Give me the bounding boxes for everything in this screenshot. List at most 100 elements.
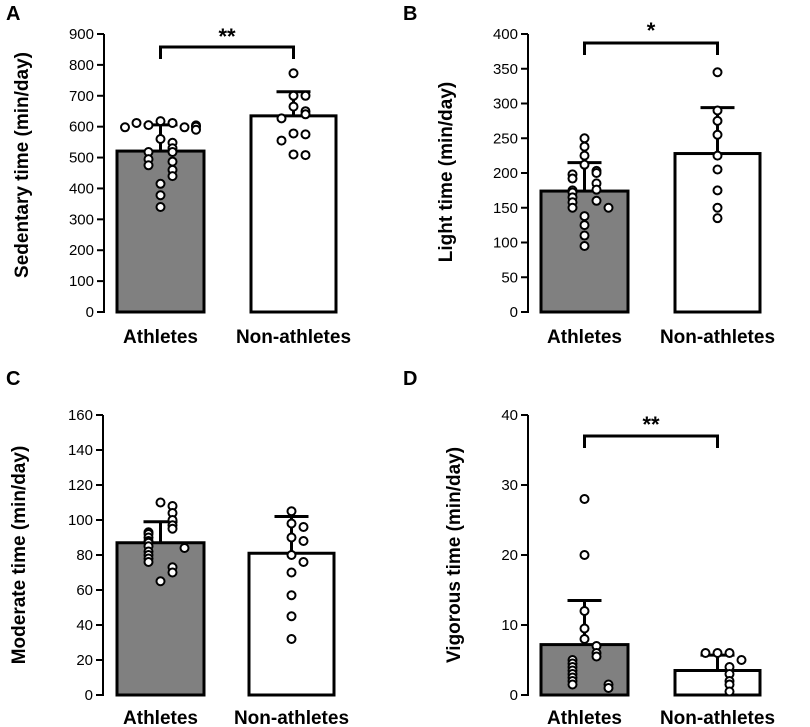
panel-a-letter: A bbox=[6, 3, 20, 25]
y-tick-label: 20 bbox=[501, 547, 518, 564]
data-point bbox=[167, 146, 178, 157]
y-tick-label: 200 bbox=[69, 242, 94, 259]
bar-non-athletes bbox=[249, 114, 338, 314]
panel-c-letter: C bbox=[6, 368, 20, 390]
data-point bbox=[712, 164, 723, 175]
data-point bbox=[167, 523, 178, 534]
data-point bbox=[579, 634, 590, 644]
y-tick-label: 300 bbox=[493, 96, 518, 113]
data-point bbox=[155, 134, 166, 145]
y-tick-label: 10 bbox=[501, 617, 518, 634]
significance-label: ** bbox=[642, 412, 660, 437]
bar-athletes bbox=[539, 189, 630, 314]
y-tick-label: 120 bbox=[68, 477, 93, 494]
data-point bbox=[579, 230, 590, 241]
data-point bbox=[603, 683, 614, 693]
data-point bbox=[712, 115, 723, 126]
data-point bbox=[288, 128, 299, 139]
data-point bbox=[288, 149, 299, 160]
significance-label: ** bbox=[218, 24, 236, 49]
y-tick-label: 0 bbox=[85, 687, 93, 704]
panel-a: A Sedentary time (min/day) 0 100 200 300 400… bbox=[6, 3, 351, 348]
data-point bbox=[288, 68, 299, 79]
category-label-non-athletes: Non-athletes bbox=[660, 327, 775, 348]
data-point bbox=[300, 90, 311, 101]
data-point bbox=[579, 550, 590, 560]
data-point bbox=[712, 67, 723, 78]
data-point bbox=[579, 159, 590, 170]
panel-d: D Vigorous time (min/day) 0 10 20 30 40 Athle… bbox=[403, 368, 775, 727]
data-point bbox=[567, 173, 578, 184]
data-point bbox=[167, 156, 178, 167]
significance-bracket bbox=[583, 41, 719, 55]
data-point bbox=[298, 522, 309, 532]
data-point bbox=[579, 240, 590, 251]
significance-bracket bbox=[583, 434, 719, 448]
data-point bbox=[167, 117, 178, 128]
bar-athletes bbox=[115, 149, 206, 314]
y-tick-label: 40 bbox=[76, 617, 93, 634]
panel-b-letter: B bbox=[403, 3, 417, 25]
data-point bbox=[143, 160, 154, 171]
data-point bbox=[155, 497, 166, 508]
data-point bbox=[712, 202, 723, 213]
panel-c-ylabel: Moderate time (min/day) bbox=[9, 446, 30, 665]
data-point bbox=[143, 557, 154, 567]
panel-d-ylabel: Vigorous time (min/day) bbox=[444, 447, 465, 663]
data-point bbox=[300, 109, 311, 120]
data-point bbox=[300, 129, 311, 140]
data-point bbox=[120, 122, 130, 133]
data-point bbox=[191, 124, 201, 135]
data-point bbox=[567, 202, 578, 213]
data-point bbox=[579, 211, 590, 222]
data-point bbox=[712, 213, 723, 224]
data-point bbox=[276, 135, 287, 146]
y-tick-label: 600 bbox=[69, 119, 94, 136]
y-tick-label: 100 bbox=[68, 512, 93, 529]
data-point bbox=[579, 220, 590, 231]
data-point bbox=[288, 101, 299, 112]
panel-b: B Light time (min/day) 0 50 100 150 200 250 30… bbox=[403, 3, 775, 348]
y-tick-label: 300 bbox=[69, 211, 94, 228]
data-point bbox=[712, 185, 723, 196]
data-point bbox=[724, 648, 735, 658]
significance-label: * bbox=[647, 18, 656, 43]
panel-c: C Moderate time (min/day) 0 20 40 60 80 100 12… bbox=[6, 368, 349, 727]
category-label-non-athletes: Non-athletes bbox=[660, 708, 775, 727]
data-point bbox=[155, 576, 166, 587]
data-point bbox=[591, 184, 602, 195]
y-tick-label: 50 bbox=[501, 269, 518, 286]
category-label-athletes: Athletes bbox=[123, 327, 198, 348]
data-point bbox=[724, 686, 735, 697]
category-label-non-athletes: Non-athletes bbox=[234, 708, 349, 727]
data-point bbox=[155, 190, 166, 201]
data-point bbox=[286, 590, 297, 601]
data-point bbox=[579, 141, 590, 152]
data-point bbox=[155, 201, 166, 212]
data-point bbox=[736, 655, 747, 665]
category-label-athletes: Athletes bbox=[547, 708, 622, 727]
category-label-athletes: Athletes bbox=[123, 708, 198, 727]
data-point bbox=[167, 567, 178, 578]
data-point bbox=[131, 117, 142, 128]
data-point bbox=[300, 150, 311, 161]
data-point bbox=[288, 90, 299, 101]
y-tick-label: 400 bbox=[69, 180, 94, 197]
data-point bbox=[603, 202, 614, 213]
data-point bbox=[579, 150, 590, 161]
y-tick-label: 160 bbox=[68, 407, 93, 424]
category-label-athletes: Athletes bbox=[547, 327, 622, 348]
significance-bracket bbox=[159, 45, 295, 59]
data-point bbox=[179, 543, 190, 553]
y-tick-label: 40 bbox=[501, 407, 518, 424]
data-point bbox=[579, 623, 590, 634]
data-point bbox=[286, 611, 297, 622]
y-tick-label: 100 bbox=[493, 235, 518, 252]
data-point bbox=[579, 606, 590, 616]
y-tick-label: 200 bbox=[493, 165, 518, 182]
y-tick-label: 150 bbox=[493, 200, 518, 217]
data-point bbox=[155, 116, 166, 127]
y-tick-label: 800 bbox=[69, 57, 94, 74]
data-point bbox=[286, 506, 297, 517]
